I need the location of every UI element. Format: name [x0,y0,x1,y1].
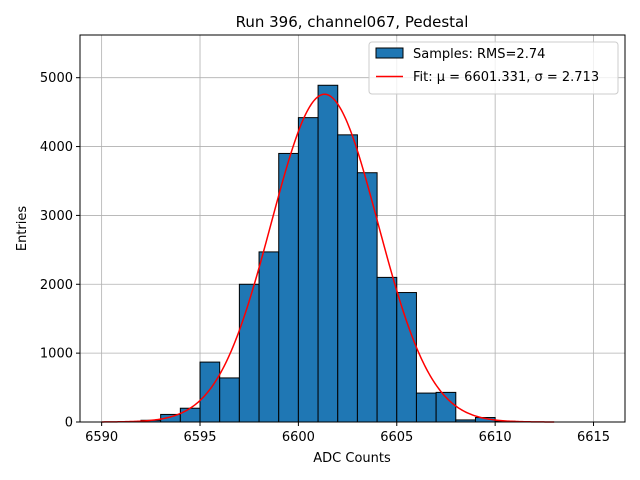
histogram-bar [238,283,260,423]
histogram-bar [219,377,240,423]
histogram-bar [179,407,201,423]
histogram-bar [317,84,339,423]
x-axis-ticks: 6590 6595 6600 6605 6610 6615 [85,422,610,445]
y-axis-ticks: 0 1000 2000 3000 4000 5000 [40,71,80,431]
legend-samples-label: Samples: RMS=2.74 [413,47,545,62]
fit-curve [101,93,555,423]
legend: Samples: RMS=2.74 Fit: μ = 6601.331, σ =… [368,41,619,95]
y-tick-label: 5000 [40,71,73,86]
y-tick-label: 1000 [40,347,73,362]
x-tick-label: 6610 [479,430,512,445]
histogram-bars [140,84,516,423]
x-tick-label: 6605 [380,430,413,445]
histogram-bar [337,134,358,423]
plot-frame [79,34,626,423]
y-tick-label: 0 [65,416,73,431]
histogram-bar [258,251,280,423]
x-axis-label: ADC Counts [313,451,391,466]
histogram-bar [199,361,221,423]
histogram-bar [396,292,417,423]
legend-histogram-swatch [375,47,404,59]
y-tick-label: 4000 [40,140,73,155]
histogram-bar [278,152,299,423]
legend-fit-label: Fit: μ = 6601.331, σ = 2.713 [413,70,599,85]
chart-title: Run 396, channel067, Pedestal [236,13,469,31]
x-tick-label: 6590 [85,430,118,445]
x-tick-label: 6595 [183,430,216,445]
y-tick-label: 2000 [40,278,73,293]
histogram-bar [415,392,437,423]
histogram-bar [297,117,319,423]
y-axis-label: Entries [15,206,30,252]
x-tick-label: 6615 [577,430,610,445]
x-tick-label: 6600 [282,430,315,445]
y-tick-label: 3000 [40,209,73,224]
legend-box [368,41,619,95]
histogram-bar [376,276,398,423]
